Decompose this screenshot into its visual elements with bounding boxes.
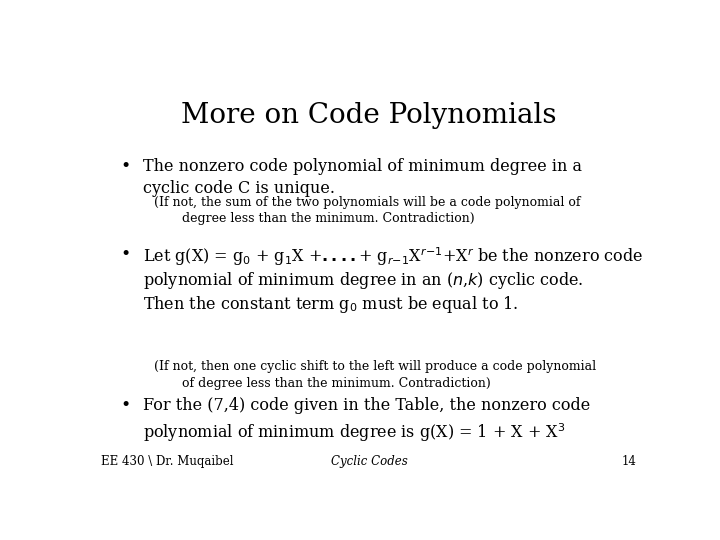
Text: 14: 14 bbox=[622, 455, 637, 468]
Text: For the (7,4) code given in the Table, the nonzero code
polynomial of minimum de: For the (7,4) code given in the Table, t… bbox=[143, 397, 590, 444]
Text: •: • bbox=[121, 397, 131, 414]
Text: polynomial of minimum degree in an ($n$,$k$) cyclic code.: polynomial of minimum degree in an ($n$,… bbox=[143, 270, 583, 291]
Text: More on Code Polynomials: More on Code Polynomials bbox=[181, 102, 557, 129]
Text: EE 430 \ Dr. Muqaibel: EE 430 \ Dr. Muqaibel bbox=[101, 455, 234, 468]
Text: Let g(X) = g$_0$ + g$_1$X +$\mathbf{....}$+ g$_{r\mathrm{-}1}$X$^{r\mathrm{-}1}$: Let g(X) = g$_0$ + g$_1$X +$\mathbf{....… bbox=[143, 246, 643, 268]
Text: Then the constant term g$_0$ must be equal to 1.: Then the constant term g$_0$ must be equ… bbox=[143, 294, 518, 315]
Text: (If not, the sum of the two polynomials will be a code polynomial of
       degr: (If not, the sum of the two polynomials … bbox=[154, 196, 580, 225]
Text: (If not, then one cyclic shift to the left will produce a code polynomial
      : (If not, then one cyclic shift to the le… bbox=[154, 360, 596, 389]
Text: Cyclic Codes: Cyclic Codes bbox=[330, 455, 408, 468]
Text: •: • bbox=[121, 158, 131, 176]
Text: •: • bbox=[121, 246, 131, 262]
Text: The nonzero code polynomial of minimum degree in a
cyclic code C is unique.: The nonzero code polynomial of minimum d… bbox=[143, 158, 582, 197]
